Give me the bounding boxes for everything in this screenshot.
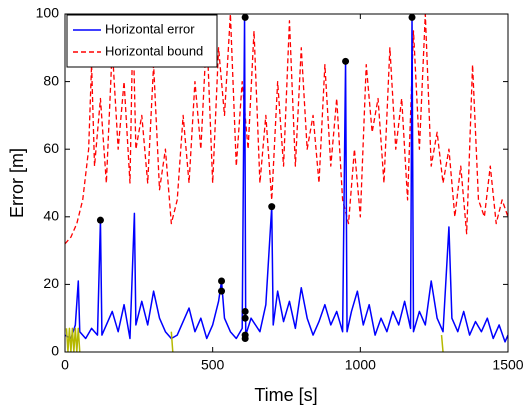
x-tick-label: 0	[61, 357, 69, 373]
series-line	[65, 16, 508, 343]
series-line	[65, 327, 444, 352]
marker	[342, 57, 350, 65]
axes-box	[64, 13, 509, 353]
x-tick-label: 500	[201, 357, 225, 373]
y-tick-label: 100	[36, 5, 60, 21]
y-tick-label: 80	[43, 72, 59, 88]
y-tick-label: 60	[43, 140, 59, 156]
y-tick-label: 0	[51, 343, 59, 359]
marker	[268, 203, 276, 211]
marker	[408, 13, 416, 21]
x-tick-label: 1500	[492, 357, 523, 373]
marker	[241, 307, 249, 315]
y-tick-label: 20	[43, 275, 59, 291]
y-tick-label: 40	[43, 208, 59, 224]
legend-label: Horizontal error	[105, 21, 195, 36]
y-axis-label: Error [m]	[7, 148, 27, 218]
x-tick-label: 1000	[345, 357, 376, 373]
marker	[218, 287, 226, 295]
legend-box	[66, 14, 218, 68]
legend-label: Horizontal bound	[105, 43, 203, 58]
marker	[96, 216, 104, 224]
marker	[218, 277, 226, 285]
legend: Horizontal error Horizontal bound	[66, 14, 218, 68]
marker	[241, 314, 249, 322]
marker	[241, 13, 249, 21]
marker	[241, 334, 249, 342]
x-axis-label: Time [s]	[254, 385, 317, 405]
